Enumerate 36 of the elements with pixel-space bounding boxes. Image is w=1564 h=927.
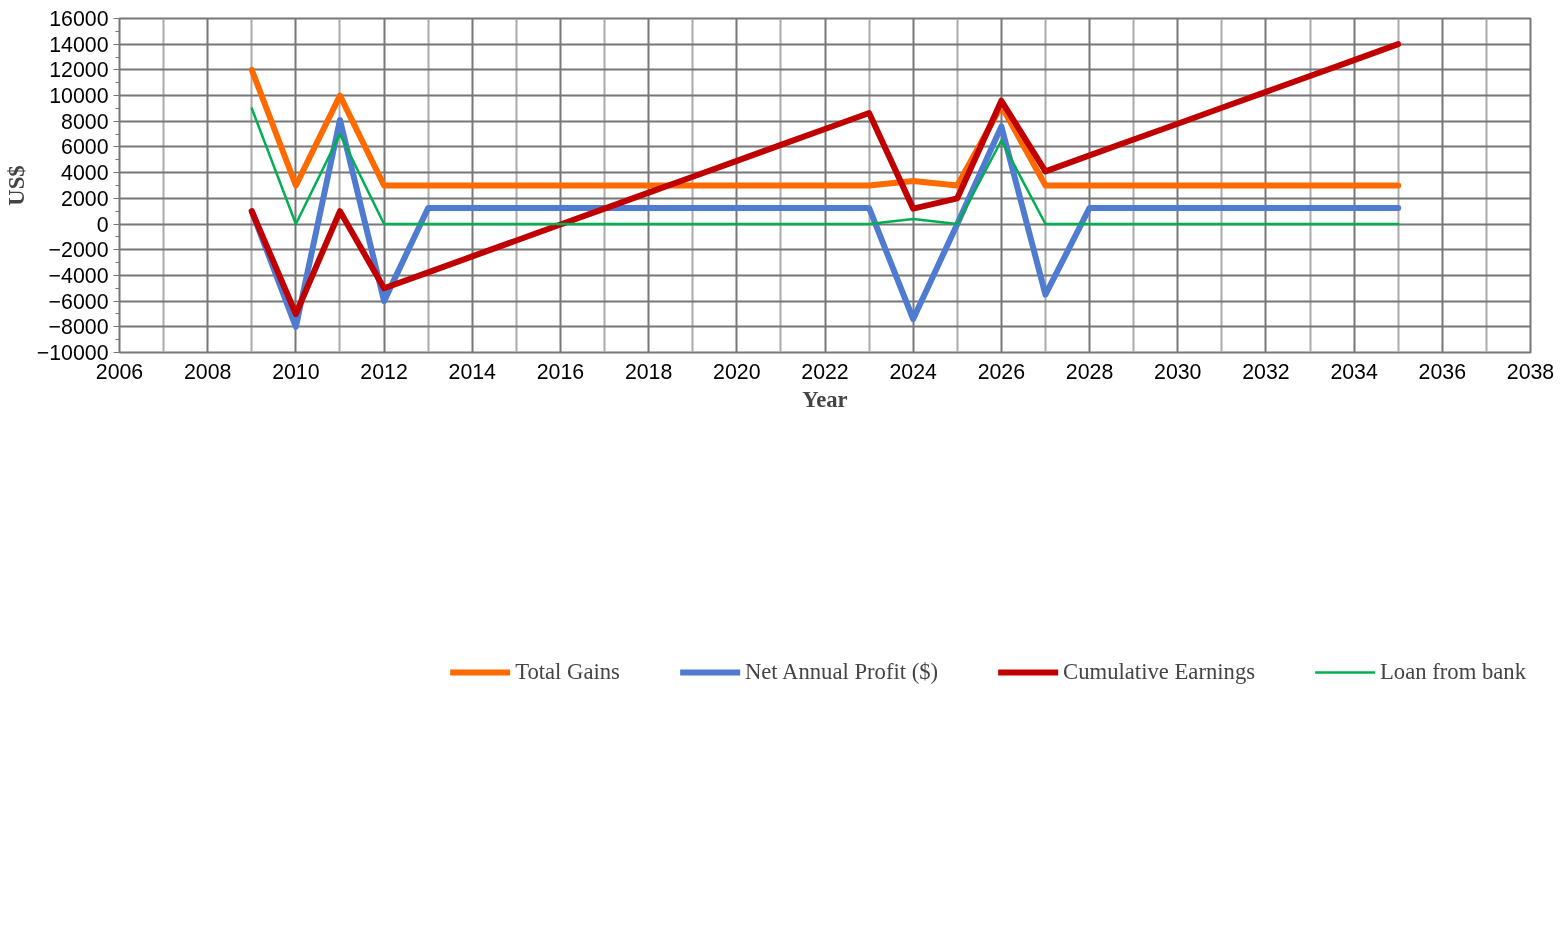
- y-tick-label: −2000: [48, 238, 109, 263]
- x-tick-label: 2026: [977, 359, 1026, 384]
- x-tick-label: 2034: [1330, 359, 1378, 384]
- x-tick-label: 2028: [1065, 359, 1114, 384]
- y-tick-label: 6000: [61, 135, 109, 160]
- x-tick-label: 2036: [1418, 359, 1467, 384]
- y-tick-label: 12000: [49, 58, 109, 83]
- y-tick-label: 8000: [61, 109, 109, 134]
- x-tick-label: 2016: [536, 359, 585, 384]
- y-tick-label: 0: [96, 212, 109, 237]
- legend-label: Net Annual Profit ($): [744, 659, 939, 685]
- x-tick-label: 2038: [1506, 359, 1555, 384]
- x-tick-label: 2032: [1242, 359, 1290, 384]
- y-tick-label: 2000: [61, 186, 109, 211]
- x-tick-label: 2022: [801, 359, 849, 384]
- y-tick-label: 10000: [49, 84, 109, 109]
- y-tick-label: −6000: [48, 289, 109, 314]
- y-tick-label: 4000: [61, 161, 109, 186]
- x-tick-label: 2010: [272, 359, 320, 384]
- x-axis-title: Year: [802, 386, 848, 412]
- x-tick-label: 2012: [360, 359, 408, 384]
- line-series: [250, 107, 1400, 226]
- y-tick-label: 14000: [49, 32, 109, 57]
- legend-label: Loan from bank: [1380, 659, 1526, 685]
- x-tick-label: 2020: [713, 359, 761, 384]
- x-tick-label: 2024: [889, 359, 938, 384]
- y-axis-title: US$: [3, 165, 29, 206]
- legend-label: Cumulative Earnings: [1063, 659, 1256, 685]
- y-tick-label: −8000: [48, 315, 109, 340]
- x-tick-label: 2030: [1154, 359, 1202, 384]
- x-tick-label: 2014: [448, 359, 497, 384]
- x-tick-label: 2008: [183, 359, 232, 384]
- y-tick-label: 16000: [49, 7, 109, 31]
- legend-label: Total Gains: [515, 659, 620, 685]
- x-tick-label: 2018: [624, 359, 673, 384]
- y-tick-label: −4000: [48, 263, 109, 288]
